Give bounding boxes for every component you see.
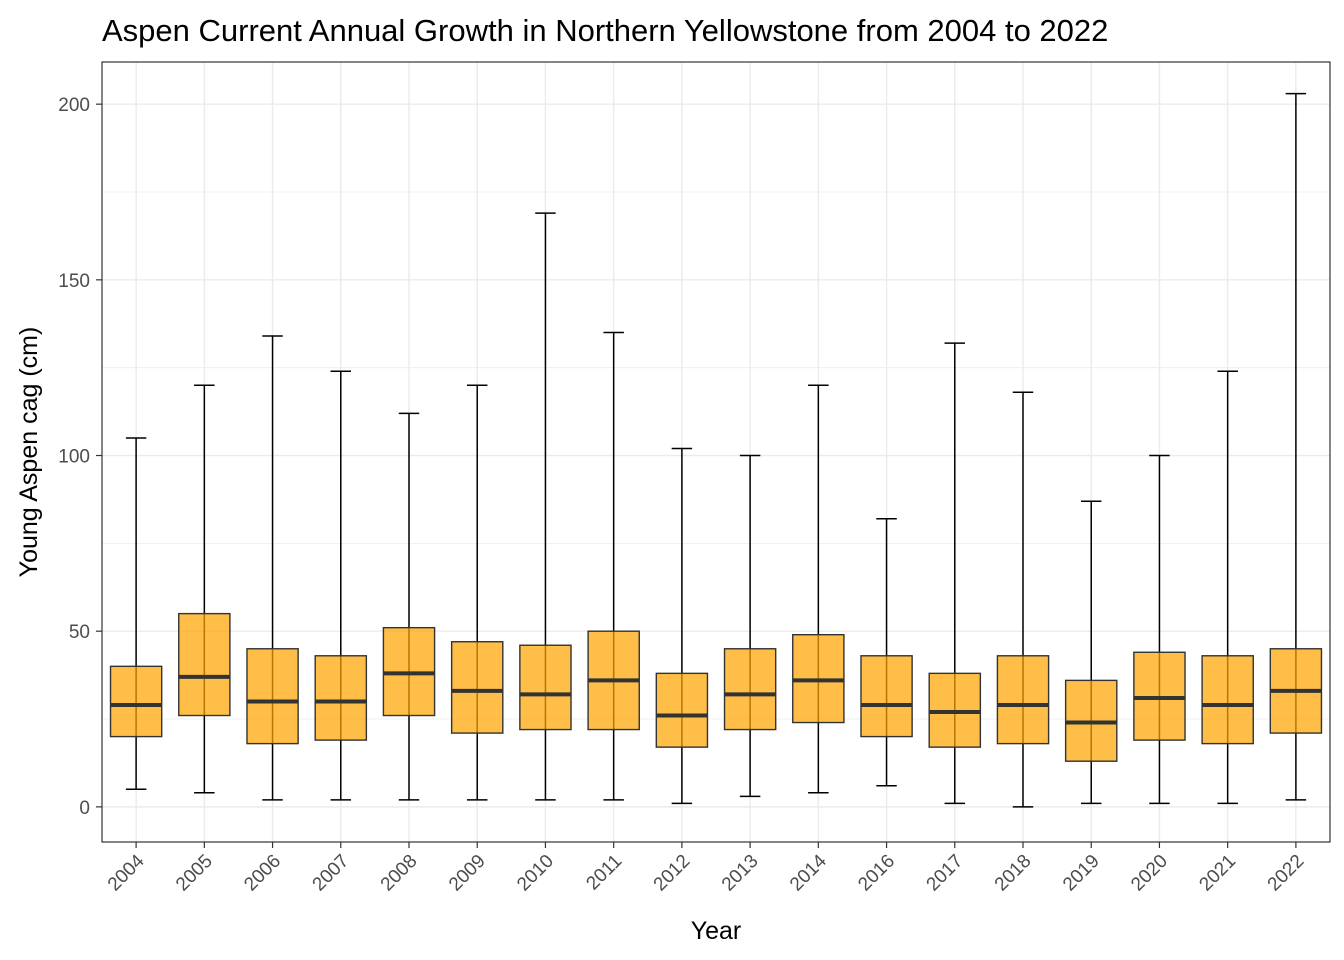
y-tick-label: 0	[79, 798, 90, 819]
x-tick-label: 2017	[923, 851, 968, 896]
y-tick-label: 150	[58, 271, 90, 292]
x-tick-label: 2005	[172, 851, 217, 896]
x-tick-label: 2014	[786, 850, 831, 895]
box-plot-2018	[996, 391, 1050, 808]
x-tick-label: 2011	[582, 851, 626, 895]
box-plot-2013	[723, 454, 777, 798]
y-axis-title: Young Aspen cag (cm)	[15, 327, 43, 578]
x-axis-title: Year	[691, 917, 742, 945]
y-tick-label: 100	[58, 447, 90, 468]
x-tick-label: 2016	[854, 851, 899, 896]
box-plot-2005	[178, 384, 231, 794]
box-plot-2022	[1269, 92, 1323, 801]
box-plot-2014	[792, 384, 845, 794]
x-tick-label: 2006	[240, 851, 285, 896]
x-tick-label: 2009	[445, 851, 490, 896]
panel-border	[101, 61, 1331, 843]
box-plot-2020	[1133, 454, 1186, 805]
iqr-box	[450, 641, 504, 734]
y-tick-label: 50	[69, 622, 90, 643]
x-tick-label: 2019	[1059, 851, 1104, 896]
chart-title: Aspen Current Annual Growth in Northern …	[102, 13, 1108, 48]
box-plot-2016	[860, 518, 913, 787]
box-plot-2004	[109, 437, 163, 791]
box-plot-2006	[246, 335, 299, 801]
iqr-box	[1201, 655, 1254, 745]
iqr-box	[655, 672, 709, 748]
x-tick-label: 2007	[309, 851, 354, 896]
x-tick-label: 2013	[718, 851, 763, 896]
x-tick-label: 2018	[991, 851, 1036, 896]
y-axis: 0 50 100 150 200	[58, 95, 102, 819]
x-tick-label: 2010	[513, 851, 558, 896]
x-tick-label: 2004	[104, 850, 149, 895]
iqr-box	[109, 665, 163, 738]
box-plot-2019	[1064, 500, 1118, 805]
iqr-box	[723, 648, 777, 731]
iqr-box	[519, 644, 572, 731]
x-axis: 2004 2005 2006 2007 2008 2009 2010 2011 2012 2013…	[104, 842, 1309, 896]
box-plot-2007	[314, 370, 368, 801]
x-tick-label: 2012	[650, 851, 695, 896]
y-tick-label: 200	[58, 95, 90, 116]
iqr-box	[178, 612, 231, 717]
box-plot-2010	[519, 212, 572, 801]
box-plot-2008	[382, 412, 436, 801]
x-tick-label: 2008	[377, 851, 422, 896]
box-plot-2012	[655, 447, 709, 805]
box-plot-2011	[587, 331, 640, 801]
box-plot-2021	[1201, 370, 1254, 805]
x-tick-label: 2021	[1195, 851, 1240, 896]
x-tick-label: 2022	[1264, 851, 1309, 896]
box-layer	[109, 92, 1323, 808]
iqr-box	[860, 655, 913, 738]
box-plot-2009	[450, 384, 504, 801]
iqr-box	[996, 655, 1050, 745]
iqr-box	[314, 655, 368, 741]
iqr-box	[246, 648, 299, 745]
box-plot-2017	[928, 342, 982, 805]
x-tick-label: 2020	[1127, 851, 1172, 896]
